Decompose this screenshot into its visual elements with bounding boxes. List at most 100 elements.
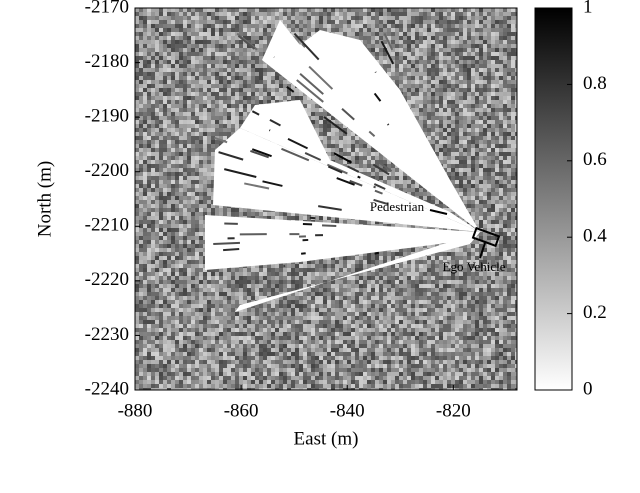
noise-cell [259, 68, 263, 72]
noise-cell [259, 12, 263, 16]
noise-cell [191, 128, 195, 132]
noise-cell [447, 48, 451, 52]
noise-cell [159, 120, 163, 124]
noise-cell [283, 92, 287, 96]
noise-cell [227, 124, 231, 128]
noise-cell [435, 56, 439, 60]
noise-cell [407, 92, 411, 96]
noise-cell [515, 8, 517, 12]
noise-cell [483, 84, 487, 88]
noise-cell [495, 96, 499, 100]
noise-cell [179, 212, 183, 216]
noise-cell [167, 28, 171, 32]
noise-cell [487, 140, 491, 144]
noise-cell [187, 136, 191, 140]
noise-cell [487, 184, 491, 188]
noise-cell [151, 208, 155, 212]
noise-cell [355, 20, 359, 24]
noise-cell [467, 56, 471, 60]
noise-cell [259, 52, 263, 56]
noise-cell [171, 16, 175, 20]
noise-cell [475, 8, 479, 12]
noise-cell [331, 140, 335, 144]
noise-cell [451, 144, 455, 148]
noise-cell [427, 200, 431, 204]
noise-cell [407, 180, 411, 184]
noise-cell [487, 168, 491, 172]
noise-cell [243, 28, 247, 32]
noise-cell [203, 96, 207, 100]
noise-cell [255, 52, 259, 56]
noise-cell [167, 16, 171, 20]
noise-cell [155, 20, 159, 24]
noise-cell [483, 188, 487, 192]
noise-cell [487, 120, 491, 124]
noise-cell [199, 92, 203, 96]
noise-cell [211, 160, 215, 164]
noise-cell [143, 8, 147, 12]
noise-cell [215, 140, 219, 144]
noise-cell [439, 140, 443, 144]
noise-cell [179, 140, 183, 144]
noise-cell [507, 204, 511, 208]
noise-cell [427, 52, 431, 56]
noise-cell [483, 180, 487, 184]
noise-cell [195, 16, 199, 20]
noise-cell [515, 24, 517, 28]
noise-cell [199, 156, 203, 160]
noise-cell [155, 216, 159, 220]
noise-cell [159, 136, 163, 140]
noise-cell [151, 68, 155, 72]
noise-cell [431, 144, 435, 148]
noise-cell [399, 44, 403, 48]
noise-cell [487, 212, 491, 216]
noise-cell [227, 24, 231, 28]
noise-cell [219, 96, 223, 100]
noise-cell [167, 156, 171, 160]
noise-cell [407, 80, 411, 84]
noise-cell [255, 100, 259, 104]
noise-cell [219, 56, 223, 60]
noise-cell [363, 156, 367, 160]
noise-cell [191, 72, 195, 76]
noise-cell [147, 188, 151, 192]
noise-cell [455, 124, 459, 128]
noise-cell [143, 28, 147, 32]
noise-cell [143, 160, 147, 164]
noise-cell [163, 160, 167, 164]
noise-cell [475, 192, 479, 196]
noise-cell [247, 12, 251, 16]
noise-cell [487, 124, 491, 128]
noise-cell [139, 88, 143, 92]
noise-cell [395, 28, 399, 32]
noise-cell [203, 28, 207, 32]
noise-cell [479, 160, 483, 164]
noise-cell [203, 184, 207, 188]
noise-cell [239, 76, 243, 80]
noise-cell [271, 80, 275, 84]
noise-cell [435, 136, 439, 140]
noise-cell [483, 56, 487, 60]
noise-cell [467, 180, 471, 184]
noise-cell [499, 40, 503, 44]
noise-cell [399, 76, 403, 80]
noise-cell [491, 144, 495, 148]
noise-cell [227, 84, 231, 88]
noise-cell [135, 196, 139, 200]
noise-cell [431, 48, 435, 52]
noise-cell [139, 12, 143, 16]
noise-cell [191, 40, 195, 44]
noise-cell [495, 148, 499, 152]
noise-cell [415, 104, 419, 108]
noise-cell [195, 192, 199, 196]
noise-cell [227, 20, 231, 24]
noise-cell [167, 172, 171, 176]
noise-cell [407, 72, 411, 76]
noise-cell [483, 172, 487, 176]
noise-cell [463, 104, 467, 108]
noise-cell [507, 144, 511, 148]
noise-cell [515, 60, 517, 64]
noise-cell [151, 212, 155, 216]
noise-cell [427, 36, 431, 40]
noise-cell [351, 36, 355, 40]
